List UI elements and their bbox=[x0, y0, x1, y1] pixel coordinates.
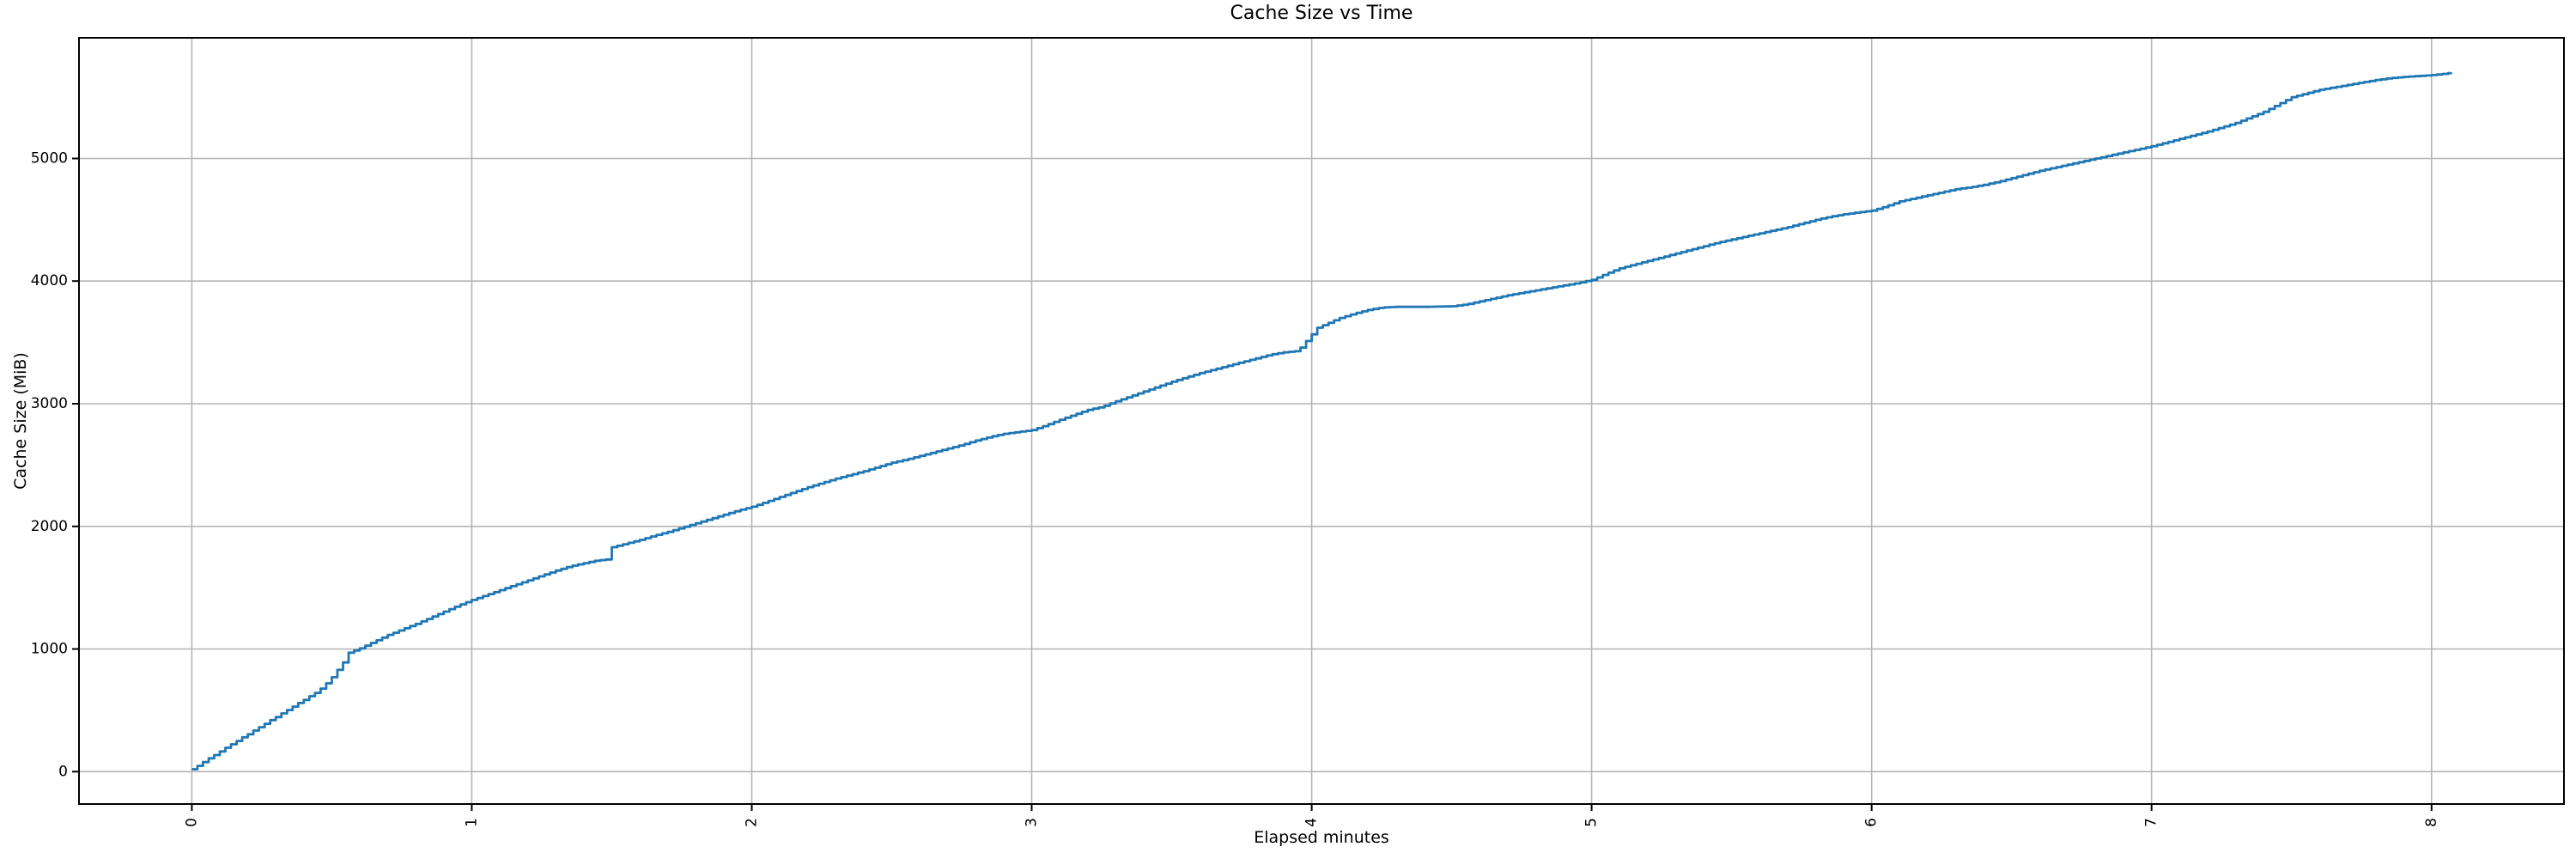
x-tick-label: 0 bbox=[183, 818, 200, 827]
y-tick-label: 2000 bbox=[31, 518, 68, 535]
y-tick-label: 5000 bbox=[31, 150, 68, 168]
y-tick-label: 0 bbox=[58, 763, 68, 780]
y-axis-label: Cache Size (MiB) bbox=[11, 352, 30, 490]
y-tick-label: 4000 bbox=[31, 272, 68, 289]
x-tick-label: 4 bbox=[1303, 818, 1321, 827]
y-tick-label: 1000 bbox=[31, 641, 68, 658]
x-tick-label: 7 bbox=[2143, 818, 2160, 827]
x-tick-label: 2 bbox=[744, 818, 761, 827]
x-tick-label: 5 bbox=[1583, 818, 1601, 827]
plot-border bbox=[78, 37, 2565, 805]
x-tick-label: 6 bbox=[1863, 818, 1880, 827]
x-axis-label: Elapsed minutes bbox=[1254, 828, 1389, 847]
data-line-cache-size bbox=[191, 71, 2452, 771]
x-tick-label: 3 bbox=[1024, 818, 1041, 827]
chart-title: Cache Size vs Time bbox=[1230, 3, 1413, 24]
y-tick-label: 3000 bbox=[31, 395, 68, 412]
x-tick-label: 1 bbox=[463, 818, 480, 827]
x-tick-label: 8 bbox=[2423, 818, 2440, 827]
